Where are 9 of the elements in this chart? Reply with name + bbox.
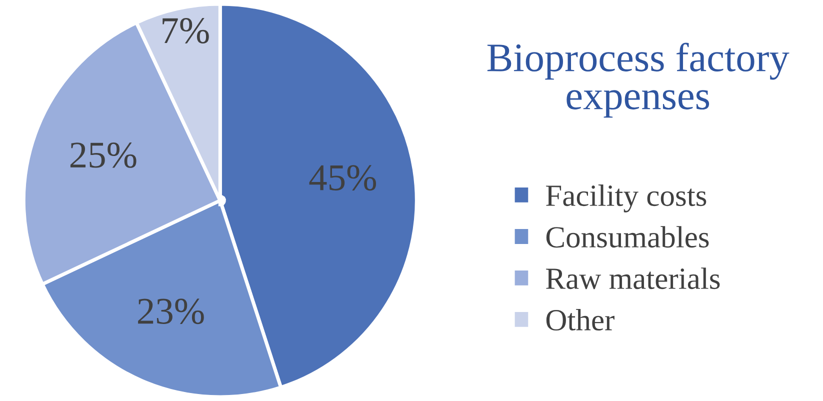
legend-label: Raw materials bbox=[546, 268, 720, 290]
data-label: 23% bbox=[138, 298, 204, 324]
data-label: 45% bbox=[309, 165, 376, 191]
legend-label: Other bbox=[546, 309, 614, 331]
legend-label: Consumables bbox=[546, 226, 709, 248]
text: Bioprocess factory expenses bbox=[487, 42, 790, 118]
legend-label: Facility costs bbox=[546, 184, 706, 212]
data-label: 7% bbox=[162, 18, 209, 44]
data-label: 25% bbox=[70, 142, 136, 168]
